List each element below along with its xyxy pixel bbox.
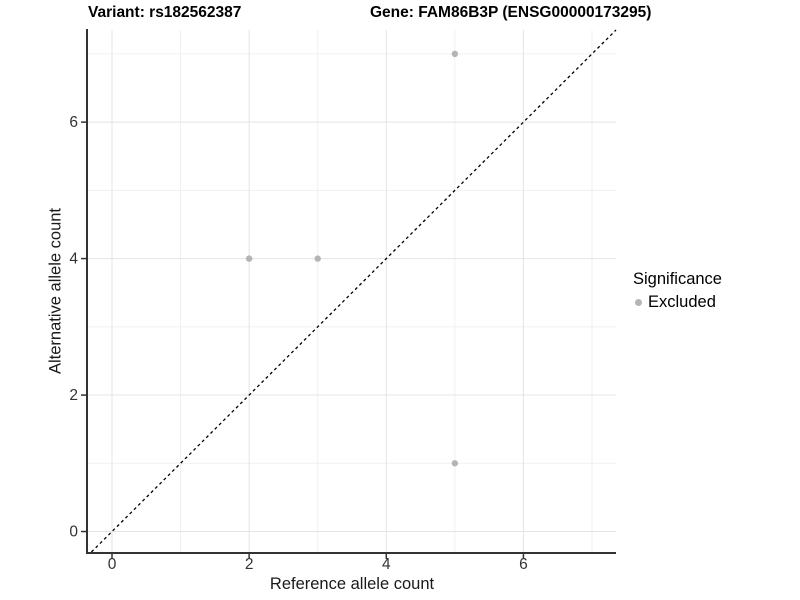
identity-dashed-line — [90, 29, 617, 553]
legend-item-label: Excluded — [648, 293, 716, 311]
x-tick-label: 4 — [382, 556, 391, 573]
data-point — [451, 50, 459, 58]
y-tick-label: 6 — [69, 114, 78, 131]
y-axis-title: Alternative allele count — [46, 207, 65, 375]
dot-icon — [635, 299, 642, 306]
legend: Significance Excluded — [633, 269, 722, 312]
plot-title-variant: Variant: rs182562387 — [88, 4, 242, 21]
y-tick-label: 2 — [69, 387, 78, 404]
y-tick-label: 0 — [69, 524, 78, 541]
legend-title: Significance — [633, 270, 722, 288]
data-point — [245, 255, 253, 262]
x-axis-title: Reference allele count — [269, 575, 435, 593]
data-point — [314, 255, 321, 262]
y-tick-label: 4 — [69, 251, 78, 268]
x-tick-label: 2 — [245, 556, 254, 573]
legend-item-excluded: Excluded — [633, 293, 722, 312]
data-point — [451, 460, 459, 467]
plot-title-gene: Gene: FAM86B3P (ENSG00000173295) — [370, 4, 652, 21]
x-tick-label: 0 — [108, 556, 117, 573]
x-tick-label: 6 — [519, 556, 528, 573]
